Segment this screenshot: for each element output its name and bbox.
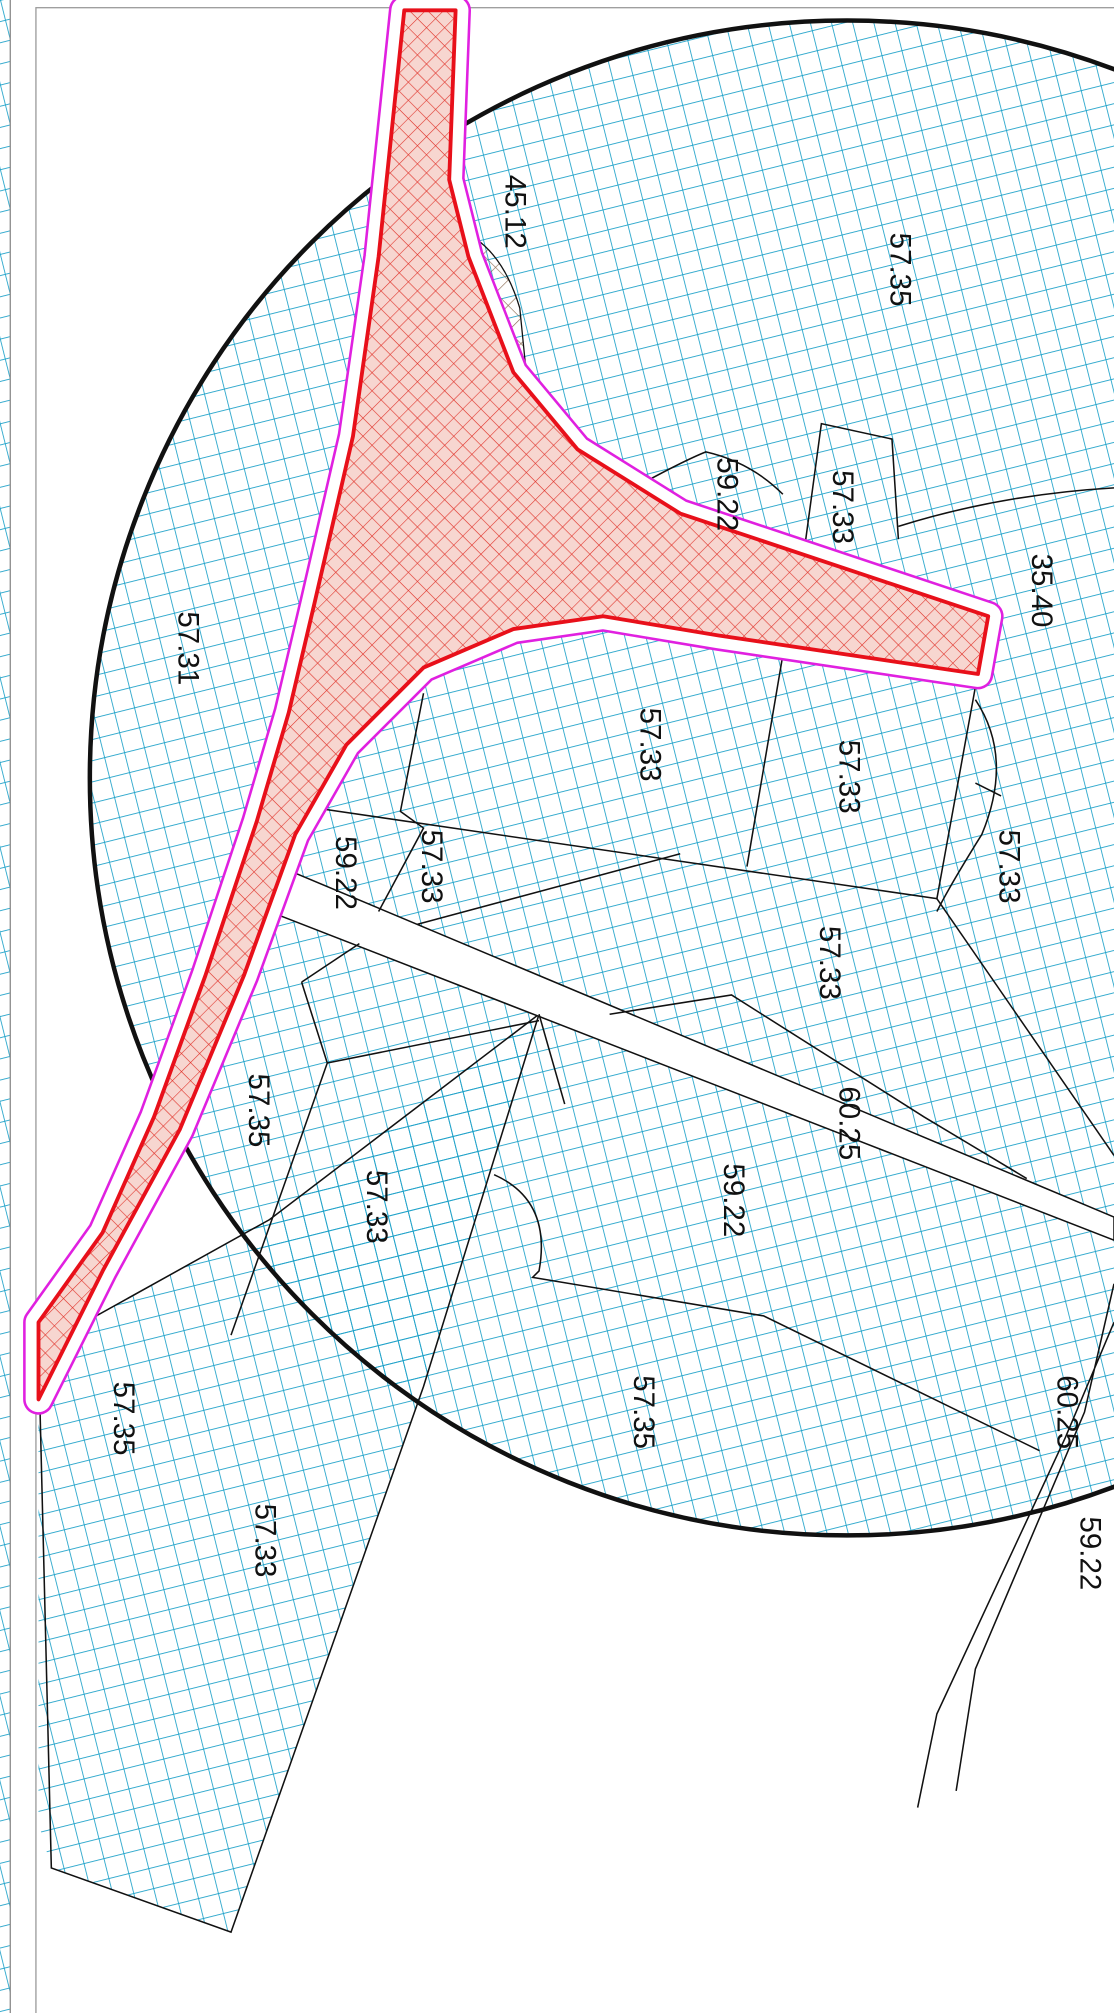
parcel-label: 57.33: [248, 1504, 281, 1578]
parcel-label: 45.12: [499, 175, 532, 249]
parcel-label: 59.22: [717, 1163, 750, 1237]
parcel-label: 59.22: [710, 457, 743, 531]
map: 45.12 57.35 59.22 57.33 35.40 57.31 57.33 57.33…: [0, 0, 1114, 2013]
base-layer: [0, 0, 1114, 2013]
parcel-label: 57.33: [813, 926, 846, 1000]
parcel-label: 57.33: [633, 708, 666, 782]
parcel-label: 57.35: [242, 1074, 275, 1148]
parcel-label: 35.40: [1025, 554, 1058, 628]
parcel-label: 57.35: [884, 233, 917, 307]
parcel-label: 57.33: [993, 830, 1026, 904]
parcel-label: 57.33: [826, 470, 859, 544]
parcel-label: 57.35: [107, 1382, 140, 1456]
parcel-label: 57.31: [171, 611, 204, 685]
parcel-label: 60.25: [832, 1086, 865, 1160]
page: 45.12 57.35 59.22 57.33 35.40 57.31 57.33 57.33…: [0, 0, 1114, 2013]
parcel-label: 57.35: [627, 1375, 660, 1449]
parcel-label: 57.33: [832, 740, 865, 814]
parcel-label: 57.33: [360, 1170, 393, 1244]
parcel-label: 60.25: [1050, 1375, 1083, 1449]
left-strip: [0, 0, 10, 2013]
parcel-label: 57.33: [415, 830, 448, 904]
parcel-label: 59.22: [329, 836, 362, 910]
parcel-label: 59.22: [1074, 1516, 1107, 1590]
